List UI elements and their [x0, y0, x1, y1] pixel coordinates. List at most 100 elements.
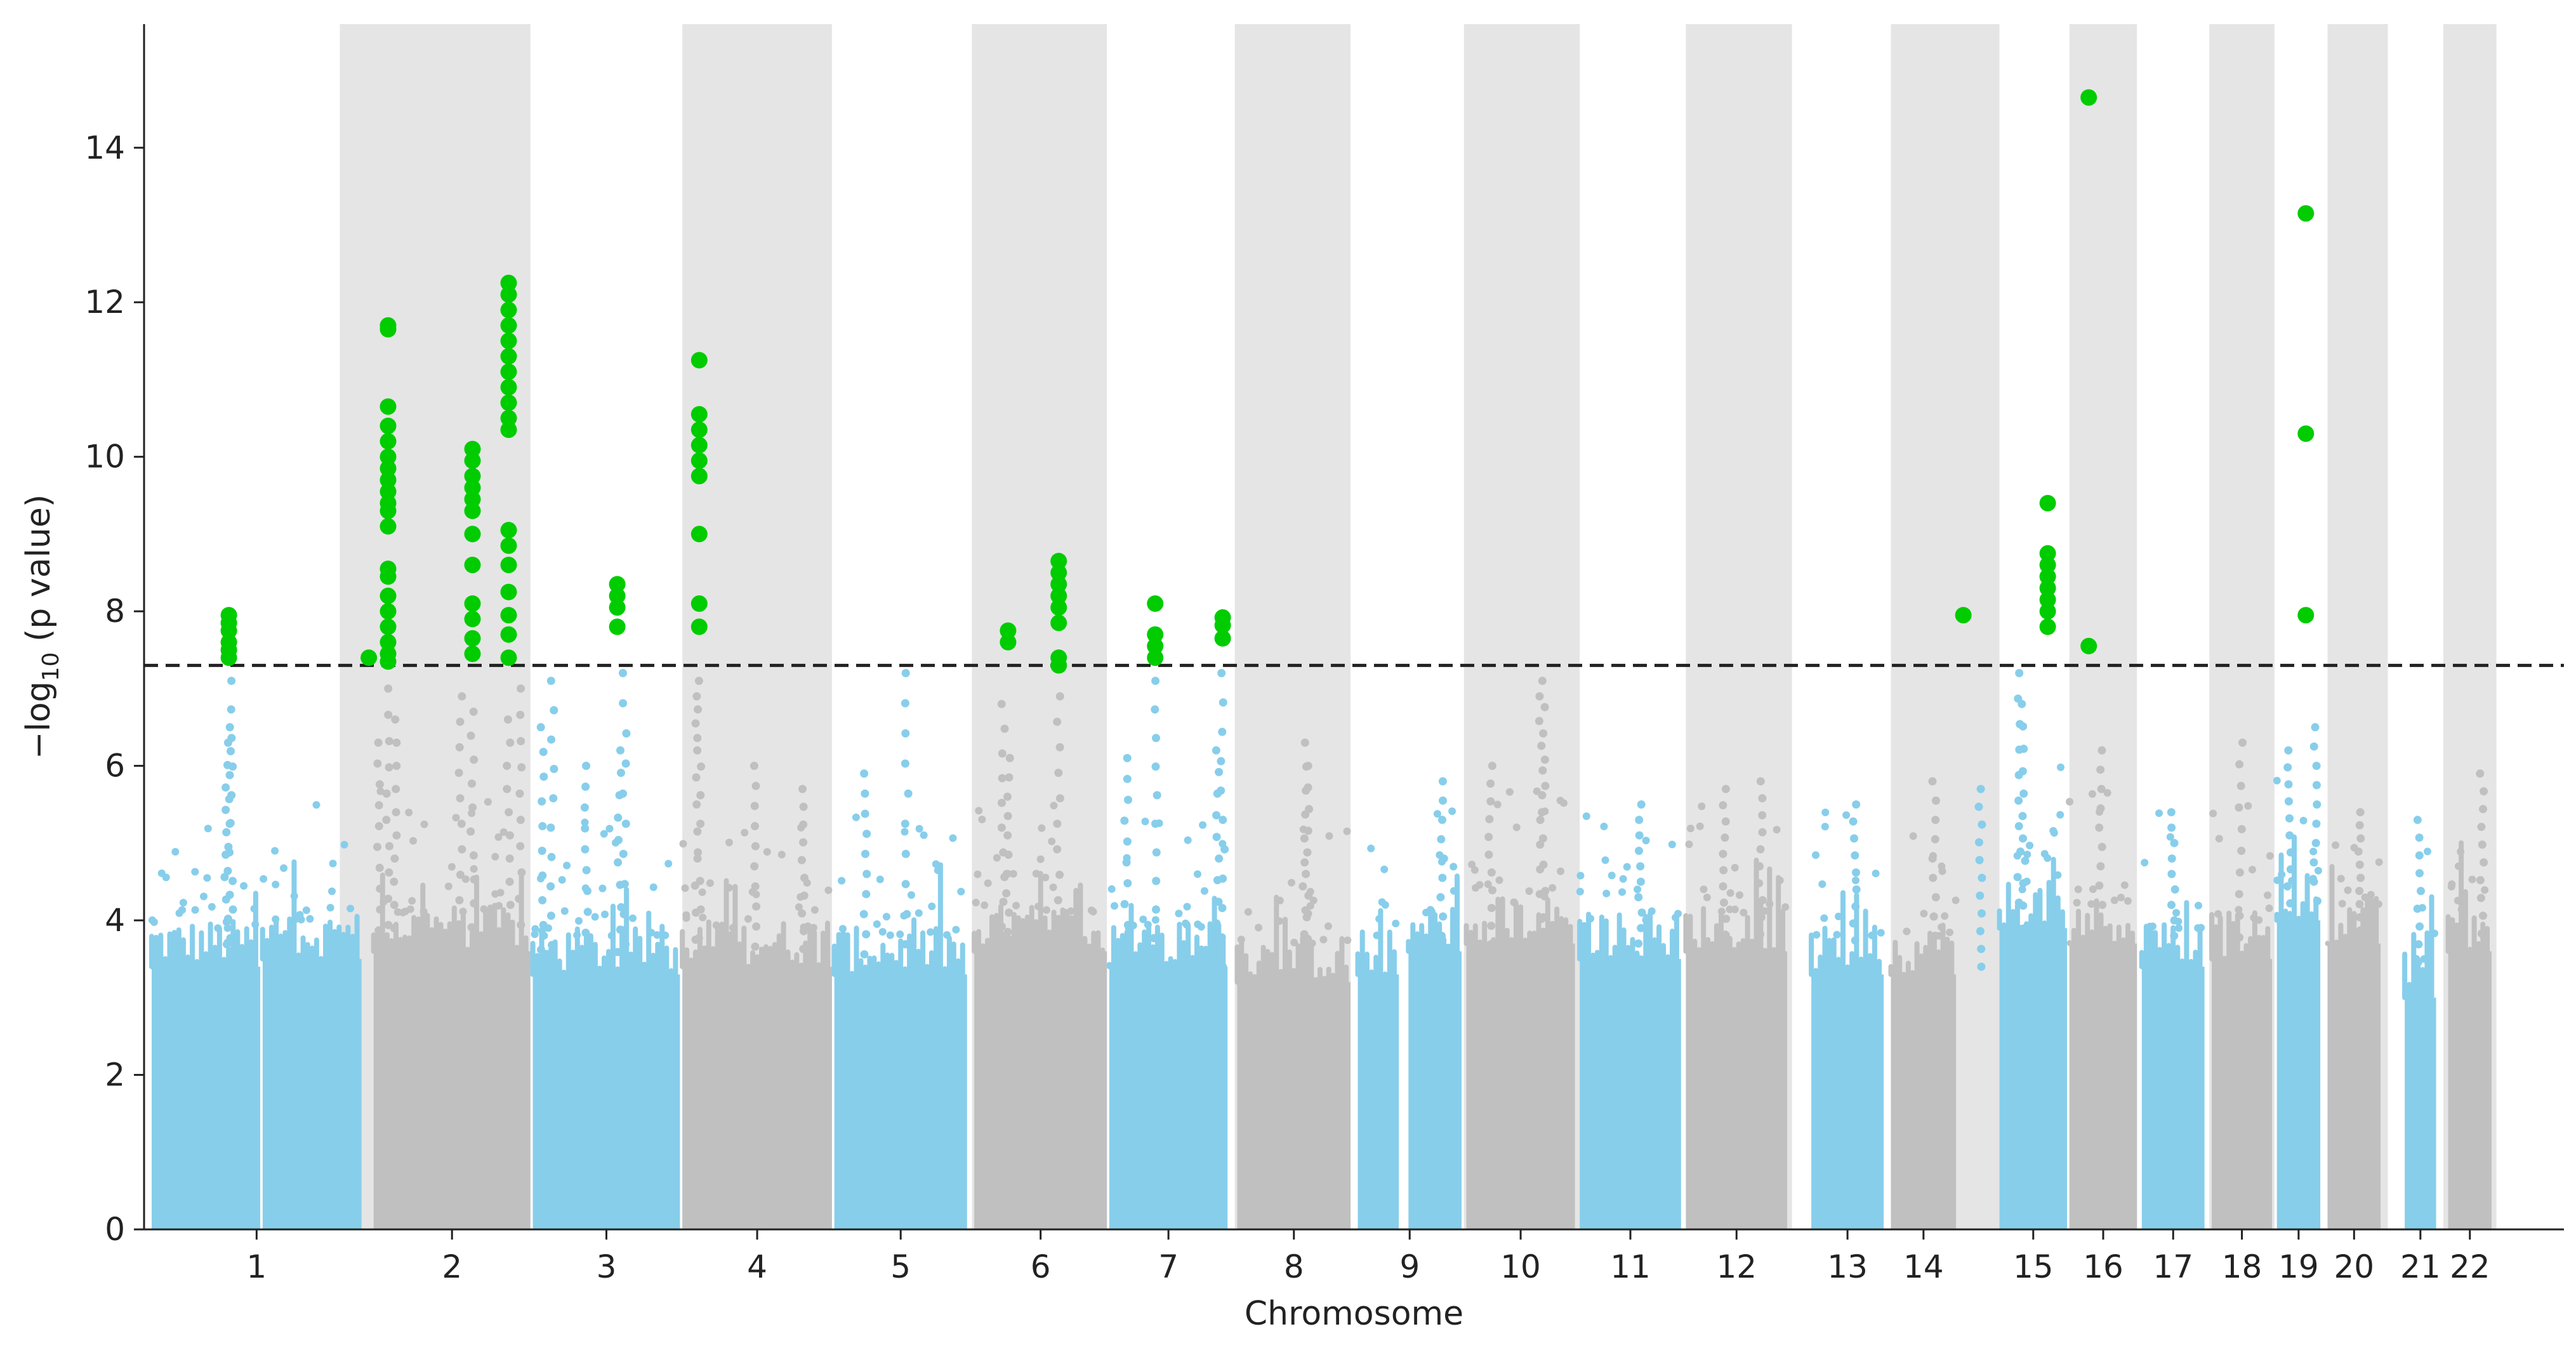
- peak-point-32: [1535, 692, 1544, 701]
- snp-point: [470, 865, 478, 873]
- peak-point-26: [1215, 854, 1224, 863]
- peak-point-45: [2284, 746, 2293, 755]
- peak-point-43: [2167, 870, 2176, 878]
- significant-point-25: [380, 633, 397, 651]
- significant-point-57: [609, 576, 626, 593]
- peak-point-17: [751, 943, 760, 951]
- snp-point: [214, 924, 222, 932]
- chr9-mass-1: [1408, 951, 1462, 1229]
- peak-point-42: [2096, 804, 2105, 813]
- snp-point: [2431, 929, 2438, 937]
- peak-point-6: [454, 769, 463, 778]
- significant-point-33: [464, 526, 481, 543]
- significant-point-54: [500, 607, 517, 624]
- peak-point-18: [798, 909, 807, 918]
- peak-point-7: [470, 947, 479, 956]
- significant-point-41: [500, 301, 517, 319]
- snp-point: [581, 818, 589, 826]
- significant-point-34: [464, 557, 481, 574]
- significant-point-22: [380, 587, 397, 604]
- chr9-mass-0: [1357, 974, 1399, 1229]
- snp-point: [2457, 847, 2465, 856]
- significant-point-29: [464, 468, 481, 485]
- significant-point-42: [500, 317, 517, 334]
- peak-point-15: [692, 800, 701, 809]
- peak-point-26: [1212, 833, 1221, 842]
- snp-point: [1468, 861, 1476, 868]
- peak-point-11: [548, 970, 557, 979]
- significant-point-71: [1000, 633, 1017, 651]
- peak-point-28: [1298, 882, 1307, 890]
- peak-point-3: [375, 863, 384, 872]
- snp-point: [409, 837, 417, 845]
- peak-point-49: [2476, 769, 2485, 778]
- peak-point-13: [616, 746, 624, 755]
- peak-point-32: [1538, 766, 1547, 775]
- snp-point: [1672, 913, 1679, 922]
- peak-point-1: [225, 890, 234, 899]
- significant-point-31: [464, 491, 481, 508]
- snp-point: [1731, 864, 1739, 872]
- peak-point-9: [515, 789, 524, 798]
- peak-point-38: [1929, 912, 1938, 921]
- peak-point-27: [1218, 904, 1227, 913]
- peak-point-10: [539, 920, 548, 929]
- peak-point-29: [1304, 826, 1312, 835]
- snp-point: [560, 907, 569, 915]
- snp-point: [405, 809, 413, 817]
- snp-point: [698, 888, 706, 896]
- snp-point: [2235, 906, 2243, 914]
- peak-point-17: [750, 802, 759, 811]
- peak-point-18: [799, 944, 808, 953]
- snp-point: [896, 930, 904, 938]
- peak-point-36: [1758, 794, 1767, 803]
- peak-point-19: [862, 970, 871, 979]
- peak-point-27: [1219, 816, 1227, 824]
- peak-point-49: [2479, 805, 2487, 814]
- snp-point: [1835, 912, 1842, 920]
- peak-point-20: [902, 970, 911, 979]
- snp-point: [1818, 880, 1826, 888]
- peak-point-19: [862, 830, 871, 838]
- snp-point: [1938, 923, 1946, 931]
- snp-point: [1484, 880, 1492, 889]
- snp-point: [744, 915, 752, 923]
- peak-point-36: [1758, 811, 1767, 819]
- peak-point-14: [619, 699, 628, 708]
- peak-point-37: [1851, 851, 1859, 860]
- peak-point-16: [696, 962, 704, 971]
- peak-point-23: [1055, 870, 1064, 879]
- peak-point-44: [2235, 933, 2244, 942]
- snp-point: [1821, 809, 1830, 816]
- snp-point: [649, 883, 657, 891]
- peak-point-34: [1634, 939, 1643, 948]
- significant-point-45: [500, 363, 517, 380]
- snp-point: [1344, 936, 1352, 944]
- peak-point-43: [2170, 885, 2179, 894]
- peak-point-9: [516, 816, 525, 824]
- peak-point-3: [374, 801, 383, 810]
- peak-point-36: [1755, 879, 1764, 888]
- snp-point: [1740, 908, 1748, 917]
- significant-point-95: [2039, 618, 2056, 635]
- snp-point: [1608, 871, 1616, 880]
- peak-point-46: [2311, 723, 2320, 732]
- y-tick-label-6: 6: [105, 748, 125, 784]
- snp-point: [280, 864, 287, 872]
- peak-point-43: [2170, 931, 2179, 940]
- peak-point-5: [392, 784, 400, 793]
- snp-point: [297, 915, 305, 923]
- significant-point-26: [380, 645, 397, 663]
- peak-point-42: [2096, 862, 2105, 871]
- snp-point: [2344, 886, 2352, 894]
- peak-point-48: [2413, 816, 2422, 824]
- peak-point-8: [505, 877, 514, 886]
- snp-point: [312, 801, 320, 809]
- peak-point-13: [614, 813, 623, 822]
- snp-point: [2288, 877, 2296, 885]
- snp-point: [920, 831, 928, 839]
- significant-point-92: [2039, 579, 2056, 597]
- peak-point-23: [1055, 743, 1064, 751]
- chr5-mass-0: [834, 974, 967, 1229]
- y-tick-label-2: 2: [105, 1057, 125, 1094]
